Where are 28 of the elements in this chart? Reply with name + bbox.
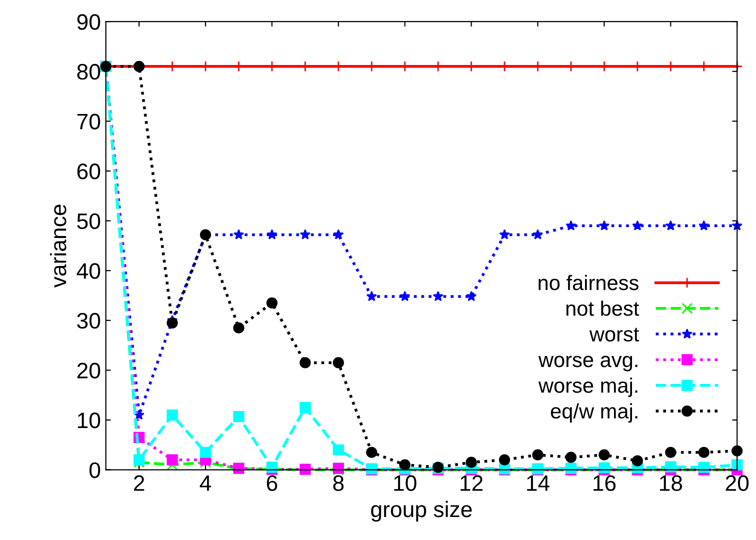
y-axis-title: variance [50,204,66,288]
legend-label: eq/w maj. [550,403,638,423]
x-tick-label: 8 [333,475,344,491]
x-tick-label: 4 [200,475,212,491]
y-tick-label: 30 [77,312,100,329]
x-tick-label: 20 [726,475,749,491]
y-tick-label: 10 [78,412,100,428]
y-tick-label: 90 [77,14,100,30]
legend-label: worst [589,328,640,342]
legend-label: no fairness [538,274,638,290]
legend-label: worse maj. [538,378,638,397]
y-tick-label: 20 [77,362,100,378]
x-tick-label: 12 [460,475,483,491]
x-tick-label: 6 [266,475,278,491]
legend-label: not best [566,300,640,316]
x-tick-label: 2 [134,475,144,491]
x-tick-label: 14 [527,475,550,491]
y-tick-label: 40 [76,263,100,279]
x-tick-label: 18 [660,475,682,491]
y-tick-label: 60 [77,164,100,180]
y-tick-label: 70 [77,114,100,130]
y-tick-label: 80 [77,64,100,80]
legend-label: worse avg. [538,356,638,372]
x-axis-title: group size [371,500,472,522]
x-tick-label: 16 [594,475,616,491]
y-tick-label: 50 [77,213,100,230]
y-tick-label: 0 [89,462,100,478]
x-tick-label: 10 [394,475,416,491]
